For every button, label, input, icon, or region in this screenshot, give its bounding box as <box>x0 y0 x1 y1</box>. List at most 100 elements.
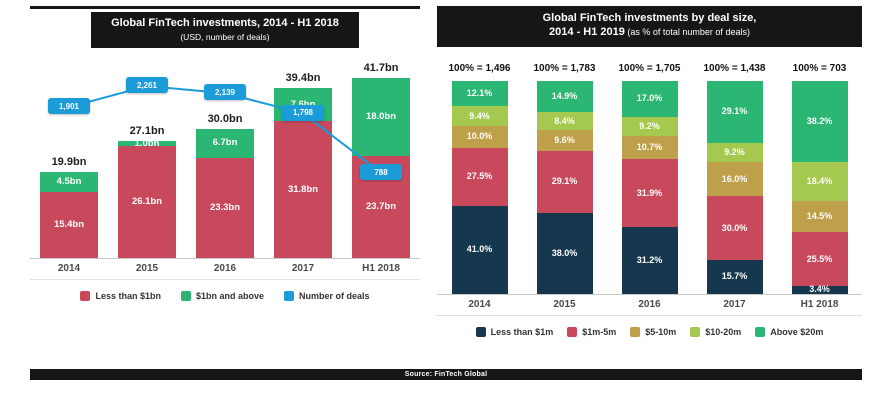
bar-total-label: 41.7bn <box>363 62 399 75</box>
bar-segment-label: 17.0% <box>636 93 663 104</box>
left-chart-plot: 19.9bn 4.5bn 15.4bn 27.1bn 1.0bn 26.1bn 30.0bn… <box>30 61 420 259</box>
bar-segment-label: 14.9% <box>551 90 578 101</box>
bar-column-2016: 100% = 1,705 17.0% 9.2% 10.7% 31.9% 31.2% <box>607 63 692 294</box>
legend-label: Less than $1bn <box>95 290 161 301</box>
x-axis-label-h1-2018: H1 2018 <box>362 263 400 275</box>
right-chart-x-axis: 2014 2015 2016 2017 H1 2018 <box>437 295 862 315</box>
deals-count-label: 788 <box>360 164 402 181</box>
left-chart-title-box: Global FinTech investments, 2014 - H1 20… <box>91 12 359 48</box>
legend-label: $5-10m <box>645 326 677 337</box>
bar-segment-label: 30.0% <box>721 222 748 233</box>
less-than-1bn-swatch-icon <box>80 290 91 301</box>
x-axis-label-2014: 2014 <box>468 299 491 310</box>
bar-segment-5-10m: 10.0% <box>451 126 508 148</box>
left-chart-subtitle: (USD, number of deals) <box>180 31 270 42</box>
bar-total-label: 30.0bn <box>207 112 243 125</box>
bar-segment-label: 41.0% <box>466 244 493 255</box>
left-chart-x-axis: 2014 2015 2016 2017 H1 2018 <box>30 259 420 279</box>
bar-column-2017: 100% = 1,438 29.1% 9.2% 16.0% 30.0% 15.7% <box>692 63 777 294</box>
bar-segment-label: 9.6% <box>554 134 575 145</box>
right-chart-title-range: 2014 - H1 2019 <box>549 25 625 38</box>
bar-segment-label: 27.5% <box>466 171 493 182</box>
legend-item-above-20m: Above $20m <box>755 326 824 337</box>
legend-label: Above $20m <box>770 326 824 337</box>
1m-5m-swatch-icon <box>567 326 578 337</box>
5-10m-swatch-icon <box>630 326 641 337</box>
less-than-1m-swatch-icon <box>475 326 486 337</box>
x-axis-label-2017: 2017 <box>723 299 746 310</box>
bar-segment-1m-5m: 29.1% <box>536 150 593 213</box>
bar-segment-label: 31.2% <box>636 254 663 265</box>
bar-segment-5-10m: 16.0% <box>706 162 763 197</box>
legend-label: $1bn and above <box>195 290 265 301</box>
legend-label: $1m-5m <box>582 326 617 337</box>
bar-segment-label: 26.1bn <box>131 195 163 207</box>
legend-label: Number of deals <box>299 290 370 301</box>
bar-segment-1m-5m: 25.5% <box>791 232 848 287</box>
bar-segment-label: 15.7% <box>721 271 748 282</box>
bar-column-h1-2018: 41.7bn 18.0bn 23.7bn <box>342 61 420 258</box>
x-axis-label-h1-2018: H1 2018 <box>800 299 839 310</box>
right-chart-title-box: Global FinTech investments by deal size,… <box>437 6 862 47</box>
legend-item-less-than-1bn: Less than $1bn <box>80 290 161 301</box>
bar-segment-10-20m: 9.2% <box>621 116 678 137</box>
bar-segment-above-20m: 17.0% <box>621 80 678 117</box>
bar-segment-label: 9.2% <box>639 121 660 132</box>
x-axis-label-2015: 2015 <box>553 299 576 310</box>
stacked-bar: 17.0% 9.2% 10.7% 31.9% 31.2% <box>621 80 678 294</box>
x-axis-label-2016: 2016 <box>213 263 237 275</box>
left-panel-topline <box>30 6 420 9</box>
bar-segment-label: 14.5% <box>806 211 833 222</box>
deals-count-label: 1,798 <box>282 104 324 121</box>
legend-item-less-than-1m: Less than $1m <box>475 326 554 337</box>
bar-segment-less-than-1m: 15.7% <box>706 260 763 294</box>
bar-segment-10-20m: 9.2% <box>706 142 763 163</box>
deals-count-label: 2,139 <box>204 84 246 101</box>
bar-segment-less-than-1m: 3.4% <box>791 284 848 295</box>
bar-segment-10-20m: 18.4% <box>791 161 848 202</box>
bar-segment-above-20m: 12.1% <box>451 80 508 107</box>
bar-segment-label: 10.0% <box>466 131 493 142</box>
stacked-bar: 38.2% 18.4% 14.5% 25.5% 3.4% <box>791 80 848 295</box>
legend-item-number-of-deals: Number of deals <box>284 290 370 301</box>
legend-label: Less than $1m <box>490 326 554 337</box>
x-axis-label-2017: 2017 <box>291 263 315 275</box>
bar-segment-label: 12.1% <box>466 87 493 98</box>
legend-item-10-20m: $10-20m <box>690 326 742 337</box>
bar-segment-less-than-1bn: 23.3bn <box>196 157 254 258</box>
bar-segment-10-20m: 8.4% <box>536 112 593 131</box>
bar-segment-1m-5m: 31.9% <box>621 159 678 227</box>
legend-item-1bn-and-above: $1bn and above <box>180 290 265 301</box>
bar-segment-label: 25.5% <box>806 253 833 264</box>
bar-segment-label: 15.4bn <box>53 218 85 230</box>
number-of-deals-swatch-icon <box>284 290 295 301</box>
bar-segment-less-than-1m: 38.0% <box>536 212 593 294</box>
bar-segment-label: 9.4% <box>469 110 490 121</box>
deals-count-label: 2,261 <box>126 77 168 94</box>
bar-segment-10-20m: 9.4% <box>451 106 508 127</box>
percent-base-label: 100% = 1,783 <box>533 62 596 74</box>
legend-label: $10-20m <box>705 326 742 337</box>
bar-column-h1-2018: 100% = 703 38.2% 18.4% 14.5% 25.5% 3.4% <box>777 63 862 294</box>
right-chart-plot: 100% = 1,496 12.1% 9.4% 10.0% 27.5% 41.0% 100%… <box>437 63 862 295</box>
bar-segment-label: 18.4% <box>806 176 833 187</box>
source-bar: Source: FinTech Global <box>30 369 862 380</box>
1bn-and-above-swatch-icon <box>180 290 191 301</box>
bar-segment-1bn-and-above: 18.0bn <box>352 78 410 156</box>
bar-column-2014: 100% = 1,496 12.1% 9.4% 10.0% 27.5% 41.0% <box>437 63 522 294</box>
bar-segment-label: 8.4% <box>554 115 575 126</box>
bar-segment-above-20m: 29.1% <box>706 80 763 143</box>
legend-item-5-10m: $5-10m <box>630 326 677 337</box>
left-chart-legend: Less than $1bn $1bn and above Number of de… <box>30 290 420 301</box>
bar-segment-1bn-and-above: 6.7bn <box>196 128 254 158</box>
bar-segment-label: 38.2% <box>806 115 833 126</box>
bar-segment-less-than-1bn: 26.1bn <box>118 145 176 258</box>
bar-segment-label: 3.4% <box>809 284 830 295</box>
right-chart-legend: Less than $1m $1m-5m $5-10m $10-20m Above $2… <box>437 326 862 337</box>
bar-segment-label: 31.8bn <box>287 183 319 195</box>
bar-column-2015: 100% = 1,783 14.9% 8.4% 9.6% 29.1% 38.0% <box>522 63 607 294</box>
bar-segment-label: 18.0bn <box>365 111 397 123</box>
bar-segment-label: 23.7bn <box>365 201 397 213</box>
bar-segment-1bn-and-above: 4.5bn <box>40 172 98 192</box>
bar-segment-label: 31.9% <box>636 187 663 198</box>
